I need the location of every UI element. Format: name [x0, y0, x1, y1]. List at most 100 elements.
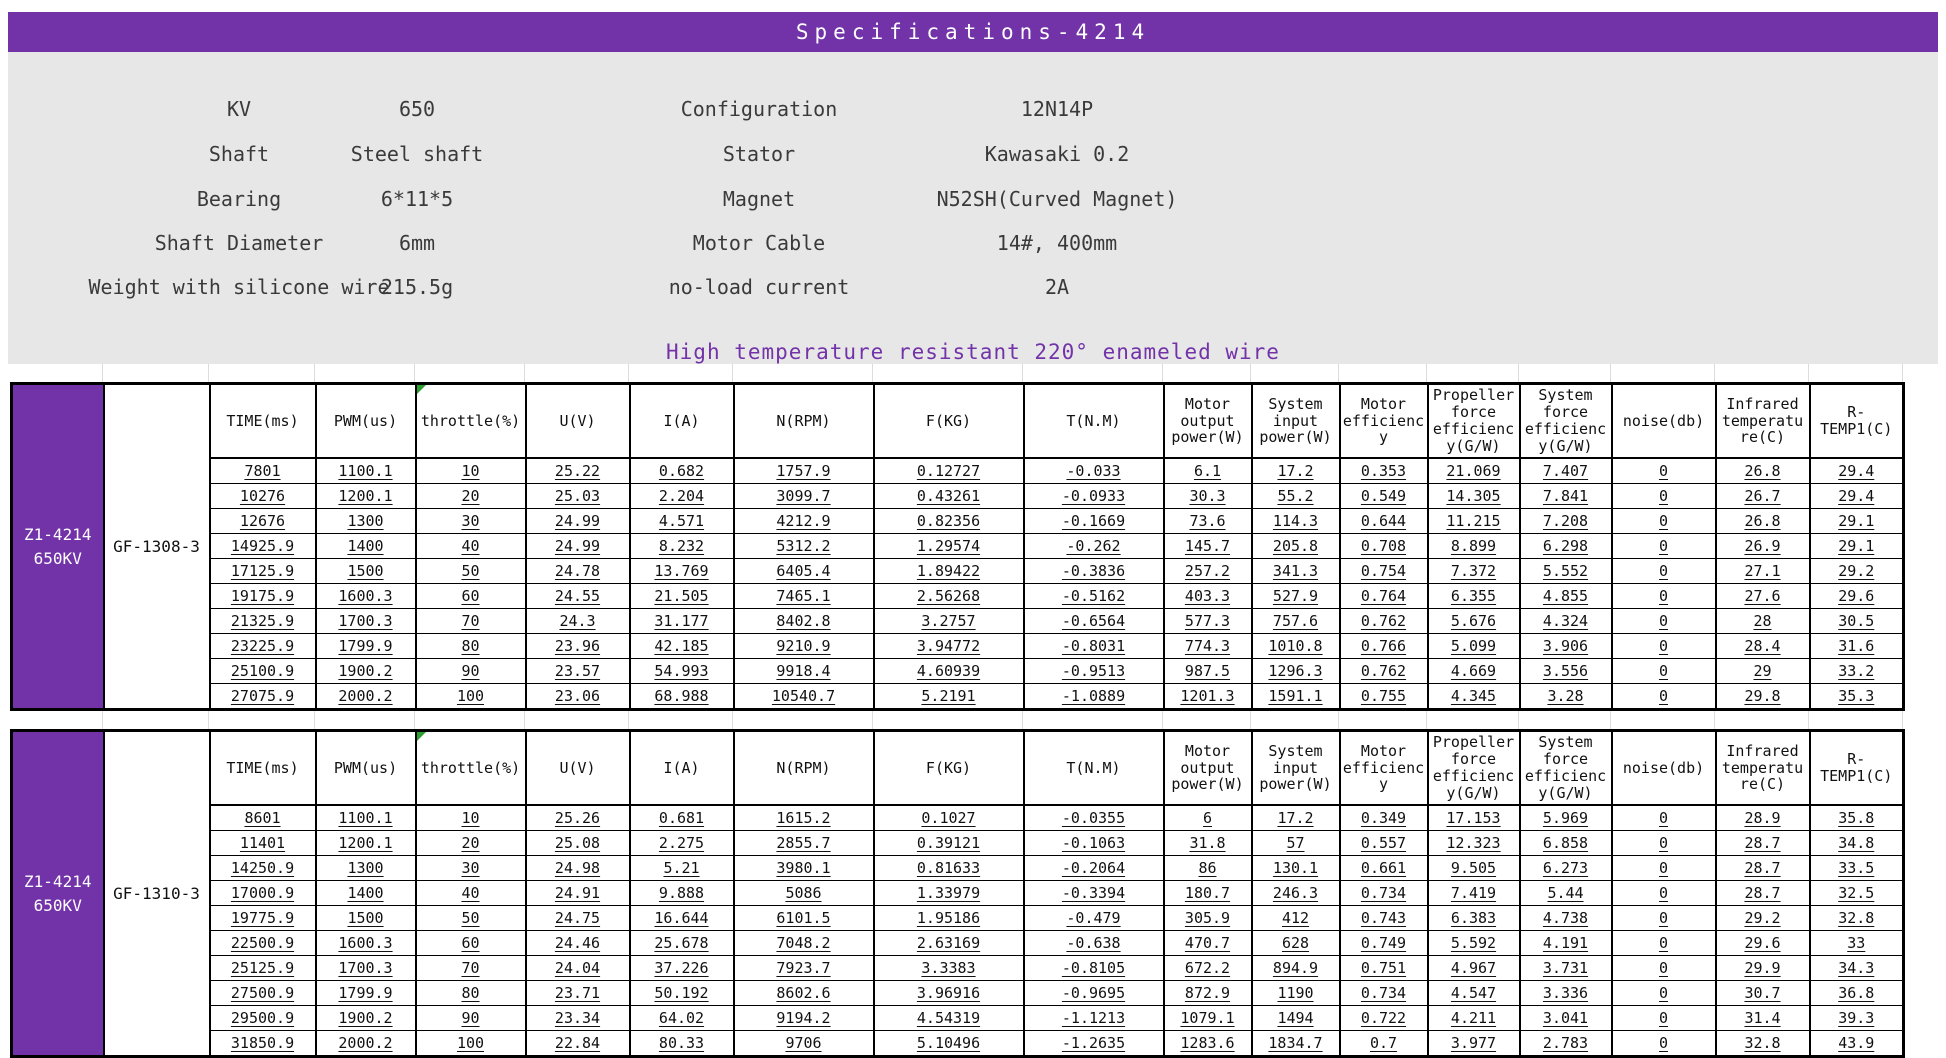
data-cell: 0.353 — [1338, 457, 1428, 484]
data-cell: 0.734 — [1338, 980, 1428, 1006]
data-cell: 4.324 — [1518, 608, 1612, 634]
data-cell: 1700.3 — [314, 608, 416, 634]
data-cell: 5.2191 — [872, 683, 1024, 710]
data-cell: 17.2 — [1250, 804, 1340, 831]
table-row: 19775.9 1500 50 24.75 16.644 6101.5 1.95186 -0.… — [12, 905, 1904, 931]
data-cell: 10276 — [208, 483, 316, 509]
data-cell: 25.08 — [524, 830, 630, 856]
data-cell: 36.8 — [1808, 980, 1904, 1006]
data-cell: 35.3 — [1808, 683, 1904, 710]
column-header-label: System force efficiency(G/W) — [1524, 386, 1607, 455]
page-title: Specifications-4214 — [795, 20, 1151, 44]
empty-sheet-cell — [10, 364, 103, 382]
spec-label: Stator — [722, 142, 796, 166]
column-header-label: System input power(W) — [1259, 394, 1332, 447]
data-cell: 894.9 — [1250, 955, 1340, 981]
table-row: 19175.9 1600.3 60 24.55 21.505 7465.1 2.56268-… — [12, 583, 1904, 609]
data-cell: 1600.3 — [314, 583, 416, 609]
data-cell: 1300 — [314, 855, 416, 881]
data-cell: 23.57 — [524, 658, 630, 684]
data-cell: 22500.9 — [208, 930, 316, 956]
spec-label: Shaft Diameter — [154, 231, 324, 255]
data-cell: 60 — [414, 583, 526, 609]
data-cell: 180.7 — [1162, 880, 1252, 906]
data-cell: 50 — [414, 558, 526, 584]
data-cell: 37.226 — [628, 955, 734, 981]
data-cell: 305.9 — [1162, 905, 1252, 931]
table-row: 11401 1200.1 20 25.08 2.275 2855.7 0.39121 -0.1… — [12, 830, 1904, 856]
data-cell: 0 — [1610, 483, 1716, 509]
data-cell: 4.191 — [1518, 930, 1612, 956]
table-row: 14250.9 1300 30 24.98 5.21 3980.1 0.81633 -0.20… — [12, 855, 1904, 881]
data-cell: 0.549 — [1338, 483, 1428, 509]
data-cell: 0.734 — [1338, 880, 1428, 906]
data-cell: 1010.8 — [1250, 633, 1340, 659]
data-cell: 1.33979 — [872, 880, 1024, 906]
data-cell: 0.81633 — [872, 855, 1024, 881]
data-cell: 12676 — [208, 508, 316, 534]
data-cell: 1799.9 — [314, 633, 416, 659]
data-cell: 26.9 — [1714, 533, 1810, 559]
data-cell: 30 — [414, 855, 526, 881]
data-cell: 0 — [1610, 633, 1716, 659]
data-cell: 6 — [1162, 804, 1252, 831]
column-header: System force efficiency(G/W) — [1518, 730, 1612, 806]
data-cell: 28.9 — [1714, 804, 1810, 831]
column-header-label: N(RPM) — [776, 411, 831, 430]
data-cell: 7923.7 — [732, 955, 874, 981]
data-cell: 21.505 — [628, 583, 734, 609]
data-cell: 1079.1 — [1162, 1005, 1252, 1031]
data-cell: 672.2 — [1162, 955, 1252, 981]
data-cell: 6.1 — [1162, 457, 1252, 484]
data-cell: 90 — [414, 658, 526, 684]
data-cell: 29.6 — [1808, 583, 1904, 609]
data-cell: 4212.9 — [732, 508, 874, 534]
empty-sheet-cell — [314, 711, 415, 729]
data-cell: 8.899 — [1426, 533, 1520, 559]
column-header: R-TEMP1(C) — [1808, 730, 1904, 806]
data-cell: 1.95186 — [872, 905, 1024, 931]
data-cell: 29.4 — [1808, 483, 1904, 509]
data-cell: 527.9 — [1250, 583, 1340, 609]
column-header-label: R-TEMP1(C) — [1820, 403, 1893, 438]
data-cell: 1190 — [1250, 980, 1340, 1006]
table-row: 27500.9 1799.9 80 23.71 50.192 8602.6 3.96916-… — [12, 980, 1904, 1006]
data-cell: 1900.2 — [314, 658, 416, 684]
data-cell: 60 — [414, 930, 526, 956]
column-header: U(V) — [524, 383, 630, 459]
column-header: I(A) — [628, 383, 734, 459]
empty-sheet-cell — [1022, 711, 1163, 729]
data-cell: 31.6 — [1808, 633, 1904, 659]
data-cell: 0.82356 — [872, 508, 1024, 534]
spec-label: KV — [226, 97, 252, 121]
data-cell: 2000.2 — [314, 683, 416, 710]
spec-label: no-load current — [668, 275, 850, 299]
empty-sheet-cell — [1610, 711, 1715, 729]
data-cell: -1.0889 — [1022, 683, 1164, 710]
data-cell: 6101.5 — [732, 905, 874, 931]
data-cell: 17.153 — [1426, 804, 1520, 831]
data-cell: 24.04 — [524, 955, 630, 981]
spec-label: Weight with silicone wire — [88, 275, 390, 299]
column-header: N(RPM) — [732, 383, 874, 459]
data-cell: 470.7 — [1162, 930, 1252, 956]
column-header: T(N.M) — [1022, 730, 1164, 806]
column-header-label: U(V) — [559, 758, 596, 777]
column-header-label: System input power(W) — [1259, 741, 1332, 794]
column-header-label: Propeller force efficiency(G/W) — [1432, 733, 1515, 802]
data-cell: 2855.7 — [732, 830, 874, 856]
data-cell: 0 — [1610, 1030, 1716, 1057]
data-cell: 257.2 — [1162, 558, 1252, 584]
data-cell: 1.29574 — [872, 533, 1024, 559]
data-cell: 8.232 — [628, 533, 734, 559]
empty-sheet-cell — [628, 711, 733, 729]
table-row: 23225.9 1799.9 80 23.96 42.185 9210.9 3.94772-… — [12, 633, 1904, 659]
data-cell: 40 — [414, 533, 526, 559]
data-cell: 6405.4 — [732, 558, 874, 584]
data-cell: 403.3 — [1162, 583, 1252, 609]
data-cell: 28.7 — [1714, 880, 1810, 906]
column-header: PWM(us) — [314, 383, 416, 459]
data-cell: 5.44 — [1518, 880, 1612, 906]
data-cell: 50 — [414, 905, 526, 931]
data-cell: 21325.9 — [208, 608, 316, 634]
